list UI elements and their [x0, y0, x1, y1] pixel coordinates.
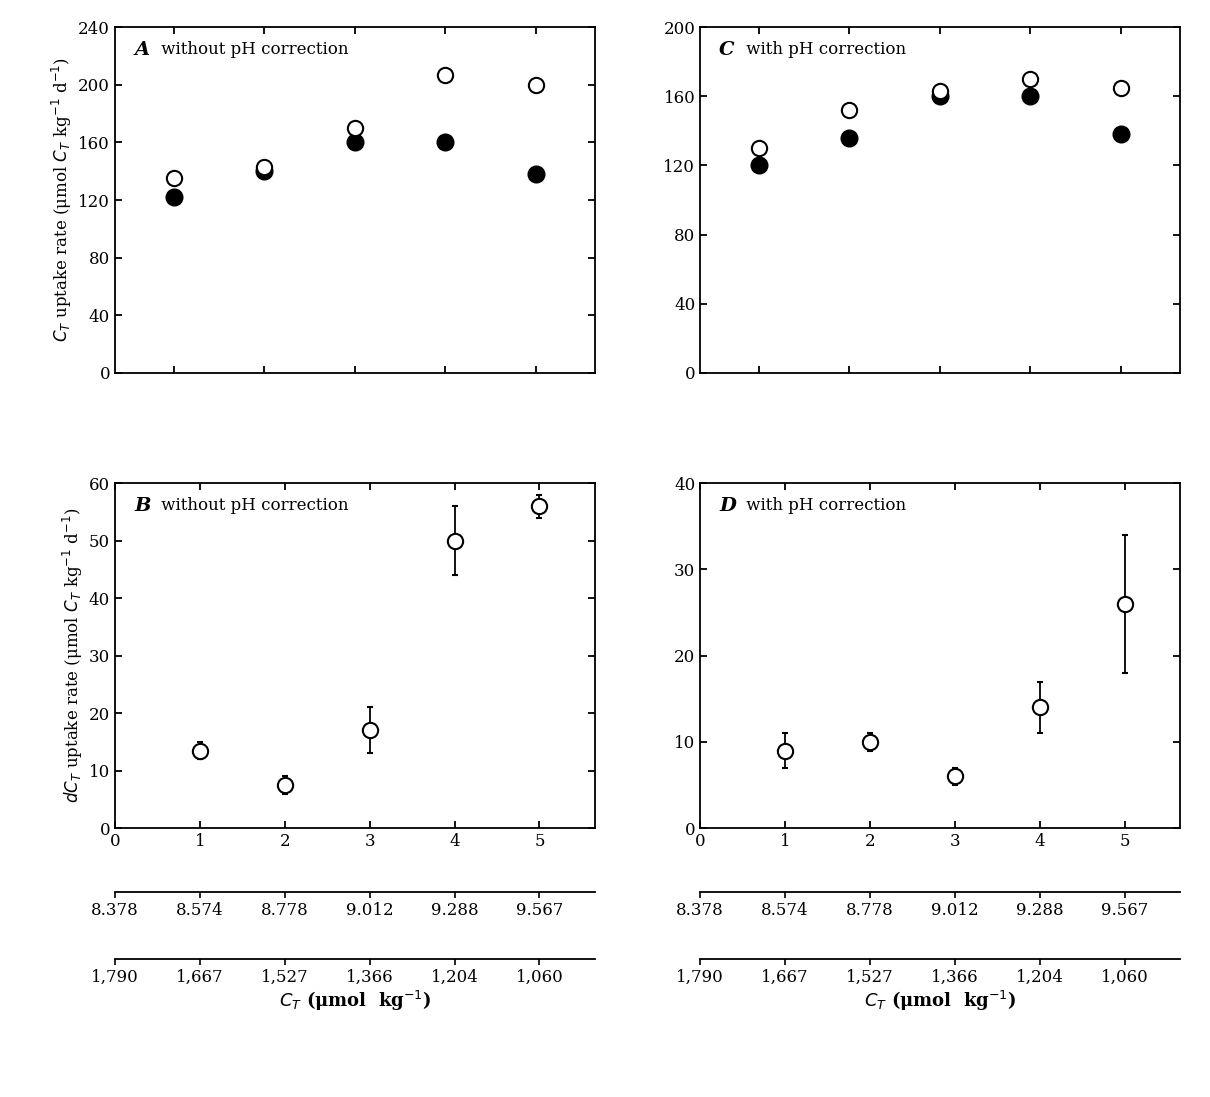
Text: D: D [719, 497, 736, 514]
Text: without pH correction: without pH correction [156, 42, 348, 58]
X-axis label: pH: pH [926, 923, 955, 940]
X-axis label: $C_T$ (μmol  kg$^{-1}$): $C_T$ (μmol kg$^{-1}$) [278, 989, 431, 1013]
Text: C: C [719, 42, 734, 59]
X-axis label: Elapsed time (day): Elapsed time (day) [260, 856, 449, 874]
X-axis label: Elapsed time (day): Elapsed time (day) [846, 856, 1035, 874]
Text: B: B [134, 497, 150, 514]
X-axis label: pH: pH [340, 923, 369, 940]
Text: A: A [134, 42, 149, 59]
X-axis label: $C_T$ (μmol  kg$^{-1}$): $C_T$ (μmol kg$^{-1}$) [864, 989, 1016, 1013]
Text: without pH correction: without pH correction [156, 497, 348, 513]
Text: with pH correction: with pH correction [741, 42, 906, 58]
Text: with pH correction: with pH correction [741, 497, 906, 513]
Y-axis label: $C_T$ uptake rate (μmol $C_T$ kg$^{-1}$ d$^{-1}$): $C_T$ uptake rate (μmol $C_T$ kg$^{-1}$ … [50, 57, 74, 342]
Y-axis label: $dC_T$ uptake rate (μmol $C_T$ kg$^{-1}$ d$^{-1}$): $dC_T$ uptake rate (μmol $C_T$ kg$^{-1}$… [60, 508, 85, 803]
